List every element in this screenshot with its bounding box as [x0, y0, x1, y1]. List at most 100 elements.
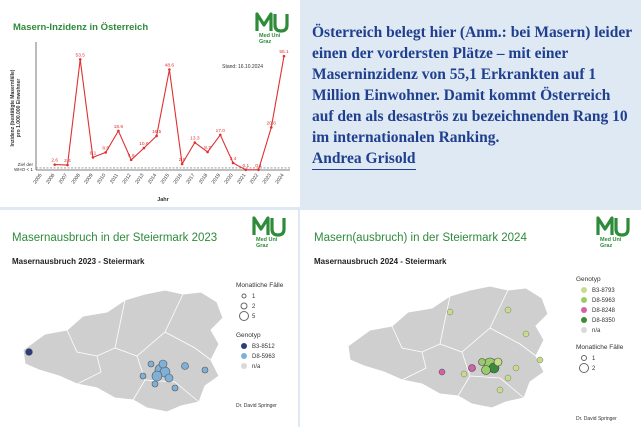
- map-2024-title: Masern(ausbruch) in der Steiermark 2024: [314, 232, 527, 244]
- quote-panel: Österreich belegt hier (Anm.: bei Masern…: [302, 0, 641, 207]
- data-point: [104, 151, 107, 154]
- case-marker: [164, 373, 174, 383]
- legend-cases-title: Monatliche Fälle: [576, 344, 624, 351]
- map-2024-subtitle: Masernausbruch 2024 - Steiermark: [314, 257, 447, 266]
- case-marker: [438, 368, 446, 376]
- data-point: [219, 133, 222, 137]
- data-label: 53.5: [76, 52, 86, 58]
- case-marker: [536, 356, 544, 364]
- logo-text-line1: Med Uni: [256, 237, 278, 243]
- x-tick-label: 2016: [172, 173, 183, 186]
- map-2023-title: Masernausbruch in der Steiermark 2023: [12, 232, 218, 244]
- case-marker: [147, 360, 155, 368]
- legend-genotype-label: n/a: [252, 364, 261, 370]
- legend-2024: Genotyp B3-8793 D8-5963 D8-8248 D8-8350 …: [576, 276, 638, 374]
- incidence-chart-panel: Masern-Inzidenz in Österreich Med Uni Gr…: [0, 0, 300, 207]
- data-point: [129, 158, 133, 162]
- data-label: 2.6: [51, 158, 58, 164]
- case-marker: [446, 308, 454, 316]
- legend-case-level: 2: [592, 366, 596, 372]
- data-label: 20.6: [267, 120, 277, 126]
- legend-genotype-label: D8-8248: [592, 308, 616, 314]
- legend-genotype-label: n/a: [592, 328, 601, 334]
- x-tick-label: 2012: [122, 173, 133, 186]
- meduni-logo: Med Uni Graz: [252, 215, 290, 249]
- quote-author: Andrea Grisold: [312, 148, 416, 170]
- case-marker: [201, 366, 209, 374]
- x-axis-label: Jahr: [157, 197, 169, 203]
- map-2024-panel: Masern(ausbruch) in der Steiermark 2024 …: [300, 210, 641, 427]
- data-label: 6.1: [90, 150, 97, 156]
- x-tick-label: 2006: [45, 173, 56, 186]
- y-axis-label: Inzidenz (bestätigte Masernfälle)pro 1.0…: [10, 69, 22, 146]
- case-marker: [181, 362, 189, 370]
- data-point: [206, 150, 209, 154]
- data-point: [155, 134, 158, 138]
- legend-genotype-label: D8-5963: [252, 354, 276, 360]
- logo-text-line1: Med Uni: [259, 33, 281, 39]
- map-credit: Dr. David Springer: [576, 416, 617, 422]
- data-label: 48.6: [165, 63, 175, 69]
- x-tick-label: 2005: [32, 173, 43, 186]
- case-marker: [151, 380, 159, 388]
- x-tick-label: 2010: [96, 173, 107, 186]
- x-tick-label: 2019: [211, 173, 222, 186]
- legend-genotype-title: Genotyp: [236, 332, 261, 339]
- legend-case-level: 1: [592, 356, 596, 362]
- data-point: [53, 163, 57, 166]
- x-tick-label: 2007: [58, 173, 69, 186]
- data-point: [257, 168, 260, 172]
- case-marker: [496, 386, 504, 394]
- x-tick-label: 2022: [249, 173, 260, 186]
- case-marker: [481, 365, 491, 375]
- x-tick-label: 2017: [185, 173, 196, 186]
- case-marker: [478, 358, 486, 366]
- case-marker: [512, 364, 520, 372]
- meduni-logo-mark: [255, 12, 289, 33]
- case-marker: [171, 384, 179, 392]
- data-point: [66, 163, 69, 167]
- legend-genotype-label: B3-8793: [592, 288, 615, 294]
- legend-cases-title: Monatliche Fälle: [236, 282, 284, 289]
- legend-2023: Monatliche Fälle 1 2 5 Genotyp B3-8512 D…: [236, 282, 296, 372]
- meduni-logo: Med Uni Graz: [255, 11, 293, 45]
- logo-text-line2: Graz: [259, 39, 272, 45]
- x-tick-label: 2024: [274, 173, 285, 186]
- data-label: 3.4: [230, 156, 237, 162]
- meduni-logo-mark: [596, 216, 630, 237]
- data-label: 2.4: [64, 158, 71, 164]
- logo-text-line2: Graz: [600, 243, 613, 249]
- data-label: 0.1: [255, 163, 262, 169]
- logo-text-line1: Med Uni: [600, 237, 622, 243]
- data-point: [168, 68, 171, 71]
- case-marker: [504, 306, 512, 314]
- data-label: 18.9: [114, 124, 124, 130]
- quote-text: Österreich belegt hier (Anm.: bei Masern…: [312, 24, 632, 146]
- map-2023-panel: Masernausbruch in der Steiermark 2023 Me…: [0, 210, 298, 427]
- data-point: [78, 58, 82, 61]
- map-2023-subtitle: Masernausbruch 2023 - Steiermark: [12, 257, 145, 266]
- logo-text-line2: Graz: [256, 243, 269, 249]
- data-point: [244, 168, 248, 172]
- data-point: [269, 126, 273, 129]
- case-marker: [460, 370, 468, 378]
- data-point: [91, 156, 95, 159]
- data-label: 16.5: [152, 129, 162, 135]
- data-point: [117, 129, 120, 133]
- legend-genotype-title: Genotyp: [576, 276, 601, 283]
- x-tick-label: 2021: [236, 173, 247, 186]
- data-point: [231, 161, 235, 165]
- case-marker: [522, 330, 530, 338]
- data-label: 8.5: [102, 145, 109, 151]
- x-tick-label: 2023: [262, 173, 273, 186]
- x-tick-label: 2018: [198, 173, 209, 186]
- data-label: 13.3: [190, 136, 200, 142]
- styria-map-2023: [22, 289, 224, 413]
- x-tick-label: 2008: [71, 173, 82, 186]
- data-label: 17.0: [216, 128, 226, 134]
- legend-case-level: 1: [252, 294, 256, 300]
- legend-genotype-label: D8-5963: [592, 298, 616, 304]
- styria-map-2024: [347, 285, 549, 409]
- data-label: 55.1: [279, 49, 289, 55]
